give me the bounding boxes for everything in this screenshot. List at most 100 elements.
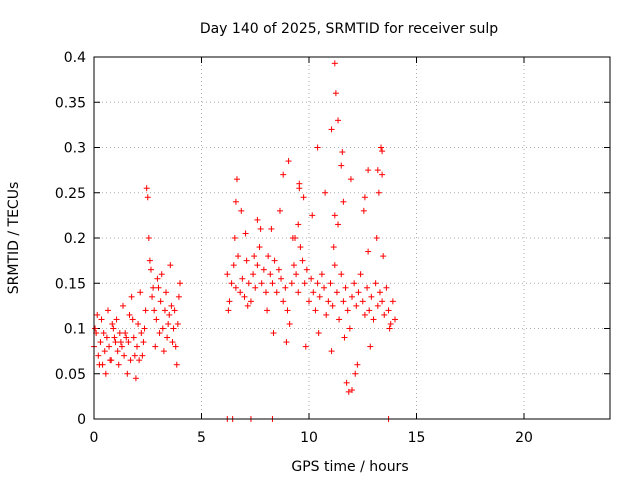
data-point bbox=[354, 361, 361, 368]
data-point bbox=[123, 334, 130, 341]
data-point bbox=[315, 330, 322, 337]
data-point bbox=[111, 334, 118, 341]
data-point bbox=[114, 348, 121, 355]
data-point bbox=[297, 244, 304, 251]
data-point bbox=[143, 185, 150, 192]
data-point bbox=[254, 262, 261, 269]
data-point bbox=[158, 271, 165, 278]
data-point bbox=[267, 271, 274, 278]
data-point bbox=[153, 316, 160, 323]
data-point bbox=[152, 343, 159, 350]
data-point bbox=[347, 176, 354, 183]
data-point bbox=[345, 388, 352, 395]
data-point bbox=[335, 221, 342, 228]
data-point bbox=[137, 289, 144, 296]
data-point bbox=[166, 311, 173, 318]
data-point bbox=[355, 289, 362, 296]
x-axis-label: GPS time / hours bbox=[291, 459, 408, 475]
data-point bbox=[156, 330, 163, 337]
data-point bbox=[322, 189, 329, 196]
data-point bbox=[142, 307, 149, 314]
y-tick-label: 0.05 bbox=[55, 367, 86, 383]
data-point bbox=[141, 325, 148, 332]
data-point bbox=[296, 185, 303, 192]
plot-frame bbox=[93, 56, 611, 420]
data-point bbox=[131, 352, 138, 359]
data-point bbox=[335, 117, 342, 124]
data-point bbox=[346, 325, 353, 332]
data-point bbox=[121, 352, 128, 359]
data-point bbox=[140, 339, 147, 346]
data-point bbox=[295, 289, 302, 296]
data-point bbox=[349, 293, 355, 300]
data-point bbox=[365, 248, 372, 255]
data-point bbox=[224, 271, 231, 278]
data-point bbox=[299, 257, 306, 264]
data-point bbox=[333, 289, 340, 296]
data-point bbox=[252, 284, 259, 291]
data-point bbox=[124, 370, 131, 377]
data-point bbox=[165, 320, 172, 327]
data-point bbox=[303, 266, 310, 273]
data-point bbox=[392, 316, 398, 323]
data-point bbox=[117, 339, 124, 346]
data-point bbox=[314, 144, 321, 151]
data-point bbox=[360, 207, 367, 214]
data-point bbox=[344, 307, 351, 314]
data-point bbox=[96, 361, 103, 368]
y-tick-label: 0.35 bbox=[55, 95, 86, 111]
data-point bbox=[265, 253, 272, 260]
data-point bbox=[351, 280, 358, 287]
data-point bbox=[159, 325, 166, 332]
data-point bbox=[151, 307, 158, 314]
data-point bbox=[163, 289, 170, 296]
data-point bbox=[361, 194, 368, 201]
data-point bbox=[290, 262, 297, 269]
data-point bbox=[308, 275, 315, 282]
data-point bbox=[110, 325, 117, 332]
data-point bbox=[286, 320, 293, 327]
data-point bbox=[364, 284, 371, 291]
data-point bbox=[329, 302, 336, 309]
data-point bbox=[321, 284, 328, 291]
data-point bbox=[374, 167, 381, 174]
data-point bbox=[275, 266, 282, 273]
x-tick-label: 10 bbox=[300, 430, 318, 446]
data-point bbox=[241, 293, 248, 300]
data-point bbox=[361, 311, 368, 318]
data-point bbox=[285, 158, 292, 165]
data-point bbox=[129, 316, 136, 323]
data-point bbox=[328, 348, 335, 355]
x-tick-label: 20 bbox=[515, 430, 533, 446]
y-tick-label: 0.2 bbox=[64, 231, 86, 247]
data-point bbox=[381, 311, 388, 318]
data-point bbox=[385, 307, 392, 314]
data-point bbox=[387, 320, 394, 327]
data-point bbox=[242, 230, 249, 237]
data-point bbox=[175, 293, 182, 300]
data-point bbox=[309, 212, 316, 219]
data-point bbox=[295, 221, 302, 228]
data-point bbox=[134, 343, 140, 350]
data-point bbox=[150, 284, 157, 291]
data-point bbox=[125, 339, 132, 346]
data-point bbox=[263, 289, 269, 296]
data-point bbox=[239, 275, 246, 282]
data-point bbox=[386, 325, 393, 332]
data-point bbox=[237, 289, 244, 296]
data-point bbox=[288, 280, 295, 287]
data-point bbox=[301, 280, 308, 287]
data-point bbox=[366, 307, 373, 314]
data-point bbox=[276, 207, 283, 214]
data-point bbox=[109, 320, 116, 327]
data-point bbox=[380, 253, 387, 260]
data-point bbox=[368, 293, 375, 300]
data-point bbox=[327, 280, 334, 287]
data-point bbox=[154, 275, 161, 282]
data-point bbox=[389, 298, 396, 305]
data-point bbox=[130, 334, 137, 341]
data-point bbox=[247, 298, 254, 305]
data-point bbox=[260, 266, 267, 273]
data-point bbox=[269, 280, 276, 287]
data-point bbox=[318, 271, 325, 278]
